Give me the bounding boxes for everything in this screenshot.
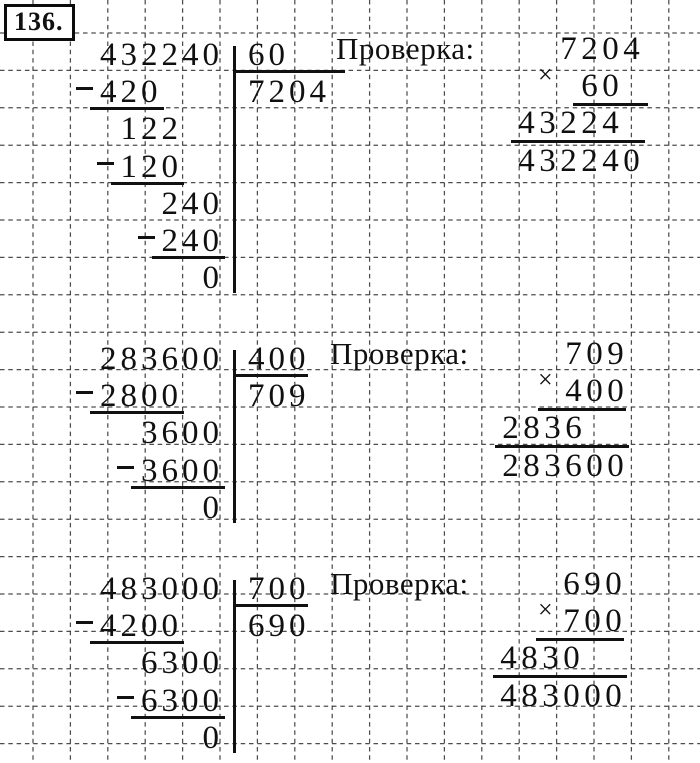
minus-sign [76,391,93,395]
subtraction-underline [131,485,225,489]
multiply-icon: × [538,595,553,624]
division-bracket-vertical [233,580,236,753]
multiplication-line [573,103,648,107]
subtraction-underline [90,641,184,645]
subtraction-underline [110,181,184,185]
minus-sign [96,161,114,165]
minus-sign [76,621,93,625]
division-step-value: 0 [202,489,220,526]
subtraction-underline [131,715,225,719]
subtraction-underline [151,256,225,259]
division-step-value: 0 [202,260,220,297]
minus-sign [137,236,155,239]
division-bracket-horizontal [233,70,345,73]
multiply-icon: × [538,365,553,394]
division-step-value: 0 [202,719,220,756]
check-label: Проверка: [336,31,475,66]
problem-number: 136. [14,7,64,36]
division-bracket-horizontal [233,374,308,377]
check-label: Проверка: [330,566,469,601]
minus-sign [76,87,93,91]
division-bracket-vertical [233,350,236,523]
multiply-icon: × [538,60,553,89]
problem-number-badge: 136. [4,4,75,41]
minus-sign [117,465,134,469]
multiplication-line [495,445,629,449]
subtraction-underline [90,411,184,415]
multiplication-line [536,638,624,642]
division-bracket-horizontal [233,604,308,607]
multiplication-line [538,408,626,412]
multiplication-line [493,675,627,679]
check-label: Проверка: [330,336,469,371]
division-bracket-vertical [233,46,236,294]
subtraction-underline [90,107,164,111]
multiplication-line [511,140,645,144]
minus-sign [117,695,134,699]
